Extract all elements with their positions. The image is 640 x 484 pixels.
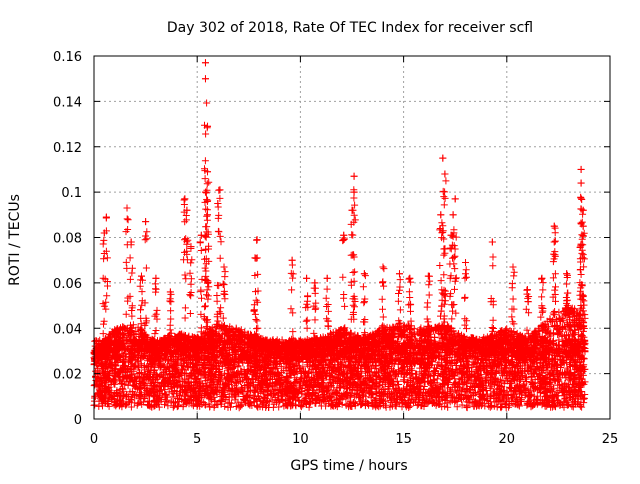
roti-peak-point — [577, 179, 585, 187]
roti-peak-point — [201, 188, 209, 196]
roti-peak-point — [311, 279, 319, 287]
roti-peak-point — [350, 188, 358, 196]
roti-peak-point — [201, 75, 209, 83]
roti-peak-point — [340, 231, 348, 239]
roti-peak-point — [451, 195, 459, 203]
roti-point-cloud — [90, 59, 589, 412]
roti-peak-point — [216, 186, 224, 194]
roti-peak-point — [538, 274, 546, 282]
roti-peak-point — [251, 254, 259, 262]
roti-peak-point — [197, 231, 205, 239]
chart-title: Day 302 of 2018, Rate Of TEC Index for r… — [167, 20, 533, 36]
roti-peak-point — [395, 270, 403, 278]
x-axis-label: GPS time / hours — [290, 458, 407, 474]
roti-peak-point — [579, 222, 587, 230]
roti-peak-point — [253, 236, 261, 244]
roti-peak-point — [204, 211, 212, 219]
y-tick-label: 0.1 — [61, 186, 82, 201]
roti-peak-point — [142, 218, 150, 226]
points-layer — [90, 59, 589, 412]
roti-peak-point — [550, 238, 558, 246]
roti-peak-point — [102, 213, 110, 221]
y-tick-label: 0.06 — [53, 277, 82, 292]
y-tick-label: 0.14 — [53, 95, 82, 110]
roti-peak-point — [350, 172, 358, 180]
roti-peak-point — [462, 258, 470, 266]
tick-layer: 0 5 10 15 20 25 0 0.02 0.04 0.06 0.08 0.1 0.12 0.14 0.… — [53, 50, 618, 447]
roti-peak-point — [523, 286, 531, 294]
roti-peak-point — [439, 154, 447, 162]
roti-peak-point — [100, 229, 108, 237]
x-tick-label: 25 — [602, 432, 619, 447]
roti-peak-point — [166, 288, 174, 296]
roti-peak-point — [303, 274, 311, 282]
roti-peak-point — [201, 59, 209, 67]
roti-peak-point — [348, 206, 356, 214]
roti-peak-point — [204, 122, 212, 130]
roti-peak-point — [488, 238, 496, 246]
roti-peak-point — [181, 195, 189, 203]
x-tick-label: 20 — [499, 432, 516, 447]
x-tick-label: 5 — [193, 432, 201, 447]
y-axis-label: ROTI / TECUs — [7, 194, 23, 286]
roti-peak-point — [424, 272, 432, 280]
roti-peak-point — [127, 238, 135, 246]
y-tick-label: 0.08 — [53, 232, 82, 247]
y-tick-label: 0 — [74, 413, 82, 428]
roti-peak-point — [288, 256, 296, 264]
roti-peak-point — [550, 222, 558, 230]
roti-peak-point — [137, 272, 145, 280]
roti-peak-point — [406, 274, 414, 282]
roti-peak-point — [187, 243, 195, 251]
x-tick-label: 0 — [90, 432, 98, 447]
roti-peak-point — [214, 199, 222, 207]
roti-peak-point — [447, 231, 455, 239]
roti-peak-point — [204, 168, 212, 176]
roti-peak-point — [152, 274, 160, 282]
roti-peak-point — [441, 170, 449, 178]
y-tick-label: 0.02 — [53, 368, 82, 383]
roti-peak-point — [360, 270, 368, 278]
roti-peak-point — [183, 206, 191, 214]
roti-peak-point — [220, 263, 228, 271]
roti-peak-point — [509, 263, 517, 271]
roti-peak-point — [437, 211, 445, 219]
roti-peak-point — [323, 274, 331, 282]
x-tick-label: 10 — [292, 432, 309, 447]
roti-peak-point — [441, 245, 449, 253]
y-tick-label: 0.16 — [53, 50, 82, 65]
roti-peak-point — [379, 263, 387, 271]
roti-peak-point — [577, 240, 585, 248]
roti-peak-point — [123, 204, 131, 212]
x-tick-label: 15 — [395, 432, 412, 447]
roti-peak-point — [579, 206, 587, 214]
y-tick-label: 0.04 — [53, 322, 82, 337]
y-tick-label: 0.12 — [53, 141, 82, 156]
roti-peak-point — [577, 165, 585, 173]
roti-peak-point — [449, 211, 457, 219]
roti-peak-point — [563, 270, 571, 278]
